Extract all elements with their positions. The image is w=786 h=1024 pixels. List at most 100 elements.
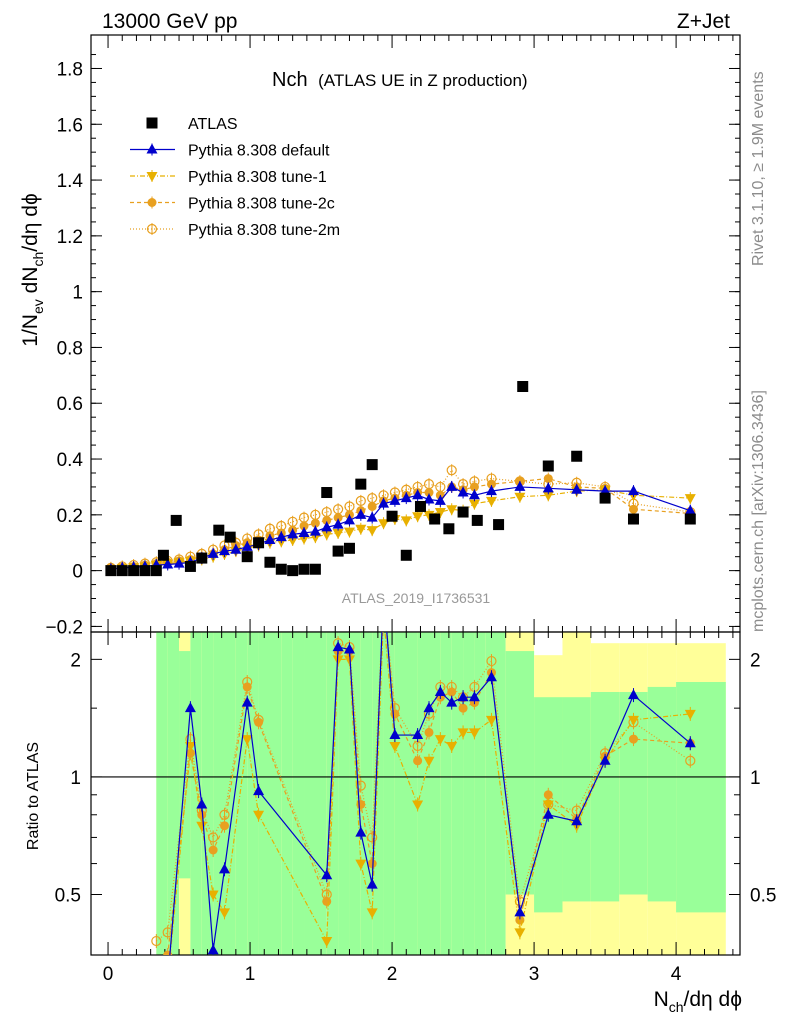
legend-label: Pythia 8.308 tune-1 xyxy=(188,169,327,186)
ratio-point xyxy=(389,742,401,753)
data-point xyxy=(298,526,310,537)
ratio-point xyxy=(378,611,389,621)
data-point xyxy=(412,489,424,500)
atlas-point xyxy=(355,478,367,490)
band-green xyxy=(451,632,464,955)
ratio-point xyxy=(242,682,252,692)
ratio-point xyxy=(424,727,434,737)
data-point xyxy=(230,543,242,554)
ratio-point xyxy=(185,748,195,758)
y-tick-label: 1 xyxy=(72,283,83,304)
band-green xyxy=(167,632,180,955)
data-point xyxy=(287,535,299,546)
atlas-point xyxy=(184,560,196,572)
atlas-point xyxy=(298,563,310,575)
data-point xyxy=(469,482,479,492)
data-point xyxy=(343,514,355,525)
plot-title-sub: (ATLAS UE in Z production) xyxy=(318,71,527,90)
ratio-point xyxy=(627,689,639,700)
ratio-point xyxy=(332,641,344,652)
data-point xyxy=(309,533,321,544)
data-point xyxy=(378,519,390,530)
data-point xyxy=(207,547,219,558)
data-point xyxy=(264,533,276,544)
atlas-point xyxy=(139,565,151,577)
atlas-point xyxy=(287,565,299,577)
atlas-point xyxy=(429,513,441,525)
atlas-point xyxy=(471,514,483,526)
band-green xyxy=(590,691,620,902)
x-axis-label: Nch/dη dϕ xyxy=(654,988,742,1015)
band-green xyxy=(247,632,259,955)
legend-label: Pythia 8.308 default xyxy=(188,143,330,160)
ratio-y-tick-label-right: 1 xyxy=(750,768,761,789)
plot-title: Nch (ATLAS UE in Z production) xyxy=(272,69,528,91)
band-green xyxy=(505,651,535,895)
atlas-point xyxy=(457,506,469,518)
ratio-point xyxy=(218,908,230,919)
ratio-line xyxy=(169,632,691,955)
y-tick-label: 0 xyxy=(72,562,83,583)
ratio-point xyxy=(447,687,457,697)
atlas-point xyxy=(627,513,639,525)
band-green xyxy=(156,632,168,955)
y-tick-label: 0.6 xyxy=(57,394,83,415)
data-point xyxy=(424,488,434,498)
atlas-point xyxy=(321,487,333,499)
ratio-point xyxy=(412,800,424,811)
band-green xyxy=(394,632,418,955)
data-point xyxy=(627,485,639,496)
ratio-point xyxy=(241,735,253,746)
data-point xyxy=(321,530,333,541)
ratio-point xyxy=(151,1008,162,1018)
data-point xyxy=(446,505,458,516)
data-point xyxy=(343,527,355,538)
atlas-point xyxy=(343,542,355,554)
ratio-point xyxy=(446,696,458,707)
ratio-point xyxy=(446,742,458,753)
data-point xyxy=(310,518,320,528)
ratio-point xyxy=(468,728,480,739)
ratio-point xyxy=(207,944,219,955)
ratio-point xyxy=(543,790,553,800)
ratio-point xyxy=(151,935,162,947)
ratio-point xyxy=(162,975,173,985)
atlas-point xyxy=(116,565,128,577)
atlas-point xyxy=(309,563,321,575)
atlas-point xyxy=(150,565,162,577)
ratio-point xyxy=(196,821,208,832)
ratio-point xyxy=(197,810,207,820)
header-left: 13000 GeV pp xyxy=(102,10,237,33)
band-green xyxy=(676,682,726,913)
atlas-point xyxy=(105,565,117,577)
ratio-point xyxy=(468,691,480,702)
ratio-point xyxy=(542,800,554,811)
y-tick-label: 1.6 xyxy=(57,115,83,136)
series-line xyxy=(110,486,691,570)
y-tick-label: 1.4 xyxy=(57,171,84,192)
ratio-point xyxy=(423,702,435,713)
legend-label: ATLAS xyxy=(188,116,238,133)
data-point xyxy=(486,479,496,489)
band-green xyxy=(292,632,305,955)
x-tick-label: 3 xyxy=(529,964,540,985)
band-green xyxy=(440,632,452,955)
ratio-point xyxy=(684,709,696,720)
ratio-point xyxy=(486,655,497,667)
ratio-point xyxy=(685,755,696,766)
ratio-point xyxy=(542,808,554,819)
ratio-point xyxy=(457,691,469,702)
ratio-point xyxy=(241,696,253,707)
band-green xyxy=(474,632,486,955)
ratio-point xyxy=(355,780,366,791)
ratio-point xyxy=(684,737,696,748)
y-tick-label: 0.2 xyxy=(57,506,83,527)
data-point xyxy=(468,489,480,500)
data-point xyxy=(367,501,377,511)
data-point xyxy=(412,512,424,523)
band-green xyxy=(258,632,282,955)
header-right: Z+Jet xyxy=(677,10,730,33)
atlas-point xyxy=(684,513,696,525)
main-series xyxy=(105,381,696,577)
data-point xyxy=(542,491,554,502)
